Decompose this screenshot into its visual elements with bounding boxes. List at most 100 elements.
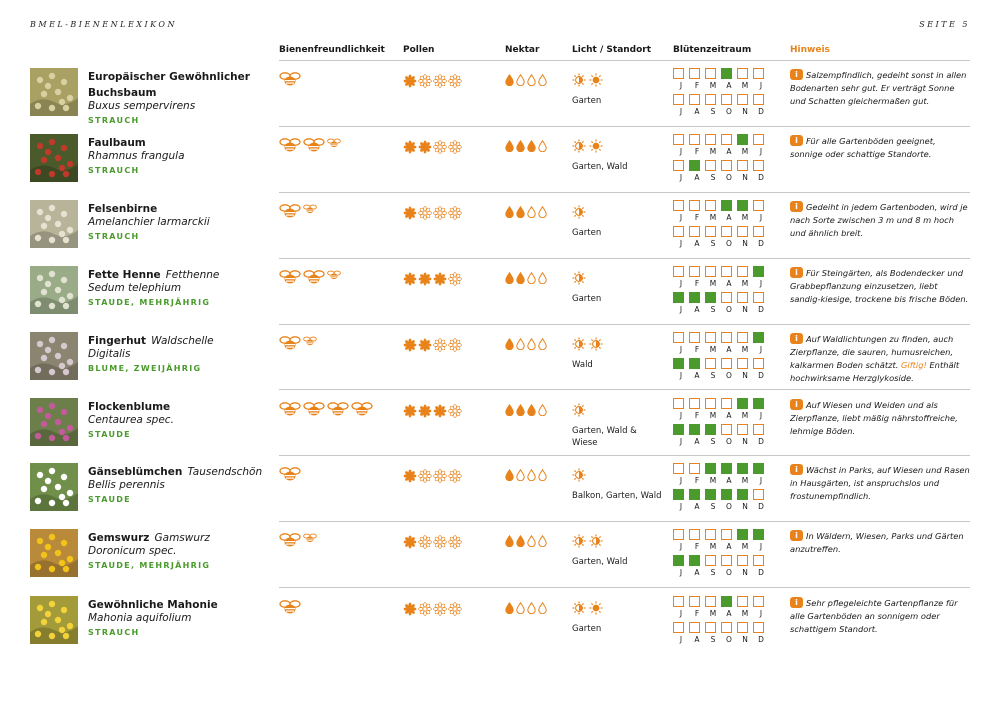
month-label: S (710, 568, 716, 577)
light-rating (572, 534, 603, 548)
bloom-month-inactive (753, 226, 764, 237)
sun-half-icon (572, 601, 586, 615)
row-divider (279, 60, 970, 61)
month-label: A (694, 305, 700, 314)
month-label: D (758, 173, 764, 182)
info-icon: i (790, 333, 803, 344)
nectar-drop-icon (527, 140, 536, 152)
bloom-squares (673, 94, 769, 105)
nectar-drop-icon (505, 206, 514, 218)
month-label: A (726, 147, 732, 156)
plant-scientific-name: Mahonia aquifolium (88, 612, 192, 624)
pollen-flower-icon (418, 338, 432, 352)
nectar-drop-icon (505, 140, 514, 152)
hint-note: i Auf Wiesen und Weiden und als Zierpflan… (790, 399, 970, 438)
hint-text: Sehr pflegeleichte Gartenpflanze für all… (790, 598, 958, 634)
month-label: S (710, 107, 716, 116)
plant-scientific-name: Sedum telephium (88, 282, 182, 294)
plant-row: Felsenbirne Amelanchier larmarckii STRAUC… (0, 200, 1000, 266)
bee-icon (327, 402, 349, 416)
bee-rating (279, 270, 341, 284)
bloom-month-active (721, 463, 732, 474)
month-label: J (759, 542, 763, 551)
bloom-month-inactive (737, 68, 748, 79)
nectar-drop-icon (505, 404, 514, 416)
month-label: N (742, 107, 748, 116)
info-icon: i (790, 267, 803, 278)
nectar-rating (505, 338, 547, 350)
month-label: A (726, 279, 732, 288)
month-label: J (679, 437, 683, 446)
month-label: M (741, 213, 749, 222)
bee-icon (303, 533, 317, 547)
info-icon: i (790, 464, 803, 475)
plant-row: Faulbaum Rhamnus frangula STRAUCH Garten,… (0, 134, 1000, 200)
month-label: F (694, 147, 700, 156)
month-label: S (710, 371, 716, 380)
nectar-drop-icon (516, 206, 525, 218)
bloom-squares (673, 529, 769, 540)
nectar-drop-icon (538, 602, 547, 614)
bloom-month-inactive (705, 358, 716, 369)
bloom-month-active (753, 332, 764, 343)
bloom-month-inactive (721, 226, 732, 237)
bloom-month-active (737, 134, 748, 145)
pollen-flower-icon (403, 272, 417, 286)
hint-note: i In Wäldern, Wiesen, Parks und Gärten an… (790, 530, 970, 556)
info-icon: i (790, 135, 803, 146)
row-divider (279, 587, 970, 588)
pollen-flower-icon (433, 602, 447, 616)
nectar-drop-icon (505, 535, 514, 547)
bloom-month-inactive (689, 226, 700, 237)
col-hinweis: Hinweis (790, 45, 830, 55)
month-label: A (694, 437, 700, 446)
info-icon: i (790, 399, 803, 410)
bloom-month-active (753, 463, 764, 474)
month-label: A (694, 502, 700, 511)
month-label: J (679, 213, 683, 222)
plant-photo (30, 596, 78, 644)
month-label: D (758, 568, 764, 577)
month-label: M (709, 542, 717, 551)
pollen-flower-icon (448, 404, 462, 418)
bloom-month-inactive (689, 463, 700, 474)
month-label: J (679, 107, 683, 116)
bloom-month-inactive (689, 332, 700, 343)
plant-alt-name: Gamswurz (154, 532, 210, 544)
bloom-month-inactive (689, 94, 700, 105)
plant-name-block: Europäischer Gewöhnlicher Buchsbaum Buxus… (88, 68, 273, 127)
bloom-month-inactive (753, 68, 764, 79)
bloom-month-inactive (689, 200, 700, 211)
bloom-month-active (753, 529, 764, 540)
bloom-squares (673, 134, 769, 145)
plant-category: STAUDE, MEHRJÄHRIG (88, 298, 211, 307)
pollen-flower-icon (433, 535, 447, 549)
col-bienenfreundlichkeit: Bienenfreundlichkeit (279, 45, 385, 55)
bloom-squares (673, 622, 769, 633)
month-label: J (759, 147, 763, 156)
hint-text: Wächst in Parks, auf Wiesen und Rasen in… (790, 465, 970, 501)
plant-scientific-name: Bellis perennis (88, 479, 165, 491)
plant-name-block: Fette Henne Fetthenne Sedum telephium STA… (88, 266, 273, 309)
month-label: O (726, 568, 732, 577)
pollen-flower-icon (433, 74, 447, 88)
bloom-month-inactive (721, 424, 732, 435)
pollen-flower-icon (433, 404, 447, 418)
plant-name: Fingerhut (88, 335, 147, 347)
month-label: F (694, 81, 700, 90)
bloom-month-inactive (705, 200, 716, 211)
nectar-drop-icon (538, 404, 547, 416)
document-header-left: BMEL-BIENENLEXIKON (30, 20, 177, 29)
bloom-month-inactive (689, 266, 700, 277)
pollen-flower-icon (433, 338, 447, 352)
pollen-rating (403, 338, 462, 352)
month-label: S (710, 173, 716, 182)
bloom-month-inactive (737, 622, 748, 633)
